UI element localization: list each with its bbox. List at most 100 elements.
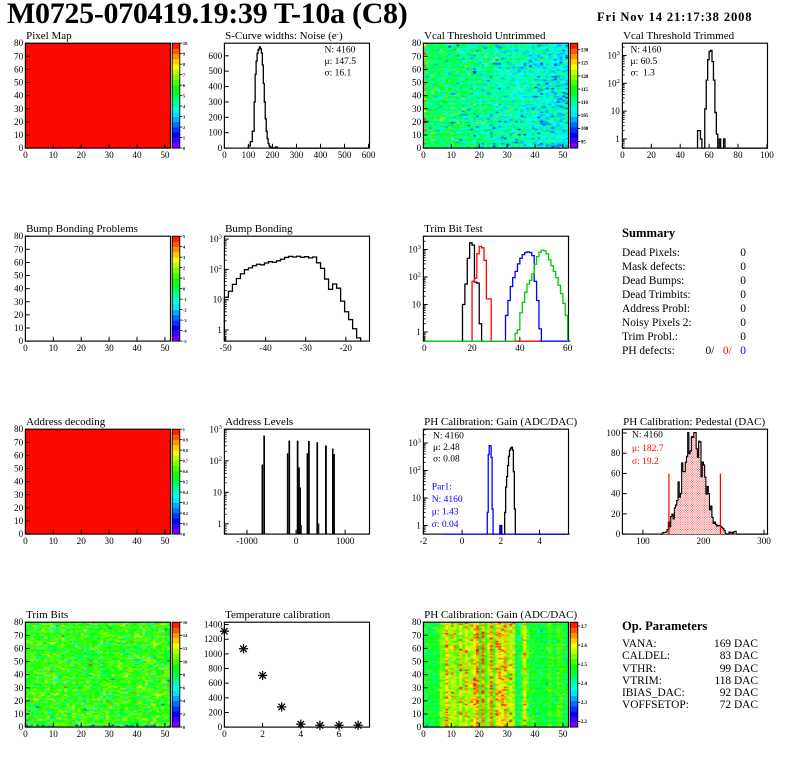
svg-text:400: 400 <box>314 150 328 160</box>
svg-text:0.4: 0.4 <box>183 490 188 495</box>
svg-text:70: 70 <box>412 630 422 640</box>
svg-text:103: 103 <box>209 424 222 434</box>
svg-text:10: 10 <box>49 729 59 739</box>
svg-text:0.1: 0.1 <box>183 521 188 526</box>
svg-text:2.5: 2.5 <box>581 663 588 668</box>
svg-text:8: 8 <box>183 62 186 67</box>
svg-text:8: 8 <box>183 672 186 677</box>
svg-text:PH Calibration: Gain (ADC/DAC): PH Calibration: Gain (ADC/DAC) <box>424 416 577 428</box>
svg-text:50: 50 <box>160 343 170 353</box>
svg-text:1: 1 <box>183 276 185 281</box>
svg-text:Address Levels: Address Levels <box>225 416 293 428</box>
svg-text:103: 103 <box>408 438 421 448</box>
svg-text:0: 0 <box>183 725 186 730</box>
svg-text:0.8: 0.8 <box>183 448 188 453</box>
svg-text:4: 4 <box>183 104 186 109</box>
svg-text:800: 800 <box>208 664 222 674</box>
svg-text:100: 100 <box>636 536 650 546</box>
svg-text:300: 300 <box>208 97 222 107</box>
svg-text:1400: 1400 <box>204 620 223 630</box>
svg-text:20: 20 <box>77 536 87 546</box>
svg-text:1000: 1000 <box>336 536 355 546</box>
svg-text:40: 40 <box>132 729 142 739</box>
svg-text:80: 80 <box>14 617 24 627</box>
svg-text:-40: -40 <box>260 343 273 353</box>
svg-text:0: 0 <box>218 143 223 153</box>
svg-text:12: 12 <box>183 646 187 651</box>
svg-text:20: 20 <box>467 343 477 353</box>
svg-text:70: 70 <box>14 437 24 447</box>
svg-text:40: 40 <box>412 670 422 680</box>
svg-text:10: 10 <box>447 729 457 739</box>
svg-text:10: 10 <box>183 659 188 664</box>
svg-text:60: 60 <box>14 257 24 267</box>
svg-text:1: 1 <box>183 135 185 140</box>
svg-text:S-Curve widths: Noise (e-): S-Curve widths: Noise (e-) <box>225 30 343 42</box>
svg-text:σ: 1.3: σ: 1.3 <box>631 69 656 79</box>
svg-text:-1000: -1000 <box>236 536 258 546</box>
svg-text:0: 0 <box>23 150 28 160</box>
svg-text:40: 40 <box>132 536 142 546</box>
svg-text:-30: -30 <box>300 343 313 353</box>
svg-text:30: 30 <box>412 104 422 114</box>
svg-text:5: 5 <box>183 234 186 239</box>
svg-text:-5: -5 <box>183 339 187 344</box>
svg-text:70: 70 <box>412 51 422 61</box>
svg-text:0: 0 <box>183 286 186 291</box>
svg-text:3: 3 <box>183 255 186 260</box>
svg-text:0: 0 <box>19 722 24 732</box>
svg-text:N: 4160: N: 4160 <box>632 431 663 441</box>
svg-text:50: 50 <box>160 536 170 546</box>
svg-text:σ: 19.2: σ: 19.2 <box>632 457 659 467</box>
svg-text:30: 30 <box>105 150 115 160</box>
svg-text:0: 0 <box>222 150 227 160</box>
svg-text:N: 4160: N: 4160 <box>432 495 463 505</box>
svg-text:20: 20 <box>412 117 422 127</box>
svg-text:80: 80 <box>14 231 24 241</box>
svg-text:μ: 2.48: μ: 2.48 <box>433 443 460 453</box>
svg-text:0: 0 <box>19 529 24 539</box>
svg-text:300: 300 <box>290 150 304 160</box>
svg-text:9: 9 <box>183 51 186 56</box>
svg-text:1: 1 <box>183 427 185 432</box>
svg-text:10: 10 <box>14 709 24 719</box>
svg-text:μ: 147.5: μ: 147.5 <box>325 57 357 67</box>
svg-text:0: 0 <box>183 146 186 151</box>
svg-text:1: 1 <box>217 519 222 529</box>
svg-text:100: 100 <box>208 128 222 138</box>
svg-text:1: 1 <box>416 521 421 531</box>
svg-text:2: 2 <box>260 729 265 739</box>
svg-text:20: 20 <box>475 150 485 160</box>
svg-text:0.2: 0.2 <box>183 511 188 516</box>
svg-text:-2: -2 <box>183 307 187 312</box>
svg-text:0: 0 <box>417 143 422 153</box>
svg-text:102: 102 <box>607 78 620 88</box>
svg-text:30: 30 <box>14 683 24 693</box>
svg-text:Bump Bonding Problems: Bump Bonding Problems <box>26 223 138 235</box>
svg-text:200: 200 <box>266 150 280 160</box>
svg-text:2.2: 2.2 <box>581 720 588 725</box>
svg-text:30: 30 <box>105 343 115 353</box>
svg-text:600: 600 <box>362 150 376 160</box>
svg-text:0: 0 <box>421 729 426 739</box>
svg-text:10: 10 <box>213 487 223 497</box>
svg-text:σ: 16.1: σ: 16.1 <box>325 69 352 79</box>
svg-text:60: 60 <box>705 150 715 160</box>
svg-text:N: 4160: N: 4160 <box>433 431 464 441</box>
svg-text:30: 30 <box>503 729 513 739</box>
svg-text:σ: 0.04: σ: 0.04 <box>432 520 459 530</box>
svg-text:0.5: 0.5 <box>183 479 188 484</box>
svg-text:60: 60 <box>563 343 573 353</box>
svg-text:20: 20 <box>77 343 87 353</box>
svg-text:130: 130 <box>581 49 589 54</box>
svg-text:30: 30 <box>105 536 115 546</box>
svg-text:30: 30 <box>412 683 422 693</box>
svg-text:70: 70 <box>14 630 24 640</box>
svg-text:100: 100 <box>606 428 620 438</box>
svg-text:30: 30 <box>14 490 24 500</box>
svg-text:50: 50 <box>160 729 170 739</box>
svg-text:6: 6 <box>337 729 342 739</box>
svg-text:20: 20 <box>475 729 485 739</box>
svg-text:σ: 0.08: σ: 0.08 <box>433 455 460 465</box>
svg-text:50: 50 <box>14 78 24 88</box>
